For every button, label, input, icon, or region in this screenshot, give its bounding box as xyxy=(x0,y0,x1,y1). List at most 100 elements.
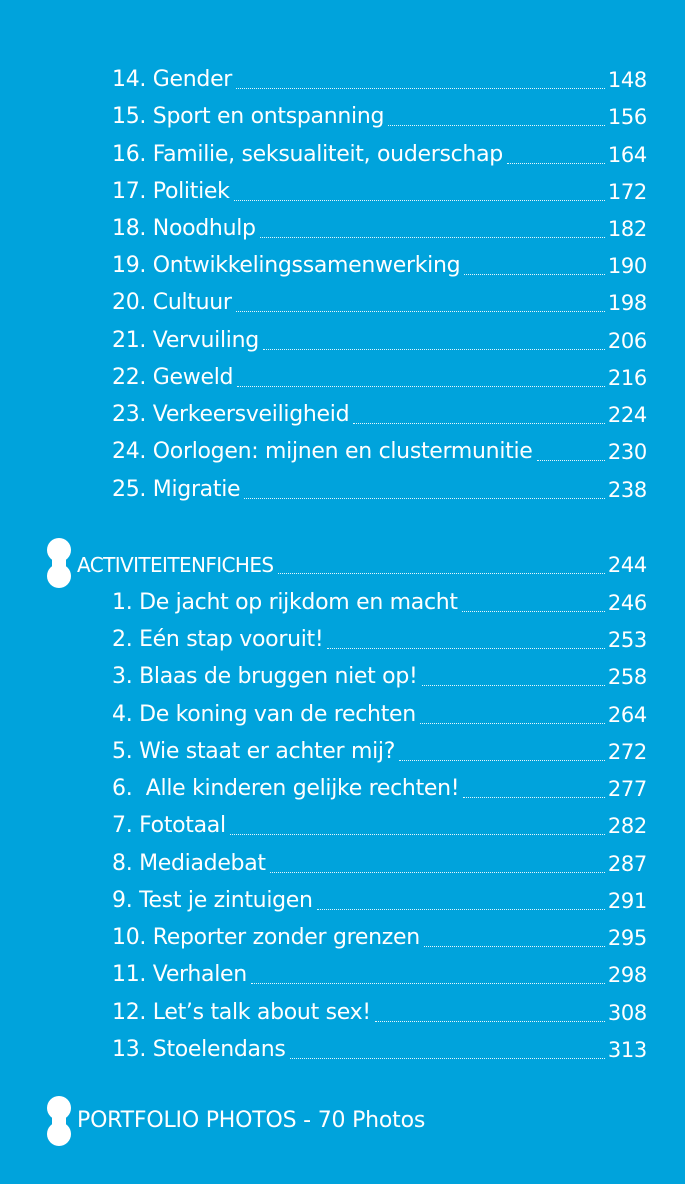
toc-entry-page: 313 xyxy=(607,1038,647,1062)
dot-leader xyxy=(421,685,605,686)
toc-entry-label: 11. Verhalen xyxy=(112,962,247,987)
toc-entry-page: 172 xyxy=(607,180,647,204)
toc-entry[interactable]: 22. Geweld 216 xyxy=(112,360,647,391)
dot-leader xyxy=(374,1021,605,1022)
toc-entry-label: 16. Familie, seksualiteit, ouderschap xyxy=(112,142,503,167)
dot-leader xyxy=(236,88,605,89)
section-heading-label: ACTIVITEITENFICHES xyxy=(77,553,274,577)
dot-leader xyxy=(259,237,605,238)
toc-entry-page: 272 xyxy=(607,740,647,764)
toc-entry-label: 14. Gender xyxy=(112,67,233,92)
toc-entry[interactable]: 12. Let’s talk about sex! 308 xyxy=(112,995,647,1026)
toc-entry[interactable]: 15. Sport en ontspanning 156 xyxy=(112,99,647,130)
toc-entry-label: 17. Politiek xyxy=(112,179,230,204)
toc-entry-page: 253 xyxy=(607,628,647,652)
dot-leader xyxy=(250,983,605,984)
toc-entry-page: 182 xyxy=(607,217,647,241)
toc-entry[interactable]: 11. Verhalen 298 xyxy=(112,957,647,988)
section-heading-page: 244 xyxy=(607,553,647,577)
toc-entry[interactable]: 8. Mediadebat 287 xyxy=(112,846,647,877)
toc-section-activities[interactable]: ACTIVITEITENFICHES 244 xyxy=(77,547,647,577)
dot-leader xyxy=(262,349,605,350)
dot-leader xyxy=(277,573,605,574)
toc-entry[interactable]: 25. Migratie 238 xyxy=(112,472,647,503)
dot-leader xyxy=(289,1058,605,1059)
toc-entry[interactable]: 3. Blaas de bruggen niet op! 258 xyxy=(112,659,647,690)
toc-entry-page: 230 xyxy=(607,440,647,464)
dot-leader xyxy=(233,200,605,201)
toc-entry[interactable]: 2. Eén stap vooruit! 253 xyxy=(112,622,647,653)
toc-entry-page: 224 xyxy=(607,403,647,427)
dot-leader xyxy=(463,797,605,798)
toc-entry-label: 6. Alle kinderen gelijke rechten! xyxy=(112,776,460,801)
toc-entry-label: 5. Wie staat er achter mij? xyxy=(112,739,396,764)
dot-leader xyxy=(419,723,605,724)
toc-entry[interactable]: 10. Reporter zonder grenzen 295 xyxy=(112,920,647,951)
dot-leader xyxy=(464,274,605,275)
toc-entry[interactable]: 24. Oorlogen: mijnen en clustermunitie 2… xyxy=(112,434,647,465)
toc-entry[interactable]: 4. De koning van de rechten 264 xyxy=(112,697,647,728)
dot-leader xyxy=(327,648,605,649)
toc-entry[interactable]: 16. Familie, seksualiteit, ouderschap 16… xyxy=(112,137,647,168)
toc-entry[interactable]: 6. Alle kinderen gelijke rechten! 277 xyxy=(112,771,647,802)
portfolio-heading[interactable]: PORTFOLIO PHOTOS - 70 Photos xyxy=(77,1108,426,1133)
toc-entry-label: 23. Verkeersveiligheid xyxy=(112,402,350,427)
toc-entry[interactable]: 7. Fototaal 282 xyxy=(112,808,647,839)
toc-entry-label: 18. Noodhulp xyxy=(112,216,256,241)
toc-entry-page: 277 xyxy=(607,777,647,801)
toc-entry[interactable]: 13. Stoelendans 313 xyxy=(112,1032,647,1063)
dot-leader xyxy=(506,163,605,164)
toc-entry-page: 148 xyxy=(607,68,647,92)
toc-entry[interactable]: 14. Gender 148 xyxy=(112,62,647,93)
toc-entry-label: 9. Test je zintuigen xyxy=(112,888,313,913)
toc-entry[interactable]: 21. Vervuiling 206 xyxy=(112,323,647,354)
toc-entry[interactable]: 23. Verkeersveiligheid 224 xyxy=(112,397,647,428)
toc-entry-label: 25. Migratie xyxy=(112,477,241,502)
section-bullet-icon xyxy=(47,538,71,588)
toc-entry[interactable]: 19. Ontwikkelingssamenwerking 190 xyxy=(112,248,647,279)
toc-entry-page: 308 xyxy=(607,1001,647,1025)
dot-leader xyxy=(244,498,605,499)
dot-leader xyxy=(461,611,605,612)
toc-entry-label: 21. Vervuiling xyxy=(112,328,259,353)
toc-entry-page: 264 xyxy=(607,703,647,727)
toc-entry-label: 22. Geweld xyxy=(112,365,234,390)
toc-entry[interactable]: 5. Wie staat er achter mij? 272 xyxy=(112,734,647,765)
toc-entry[interactable]: 17. Politiek 172 xyxy=(112,174,647,205)
toc-entry-page: 246 xyxy=(607,591,647,615)
toc-entry[interactable]: 20. Cultuur 198 xyxy=(112,285,647,316)
toc-entry-page: 258 xyxy=(607,665,647,689)
toc-entry-page: 156 xyxy=(607,105,647,129)
toc-entry[interactable]: 18. Noodhulp 182 xyxy=(112,211,647,242)
toc-entry-label: 19. Ontwikkelingssamenwerking xyxy=(112,253,461,278)
toc-entry[interactable]: 1. De jacht op rijkdom en macht 246 xyxy=(112,585,647,616)
dot-leader xyxy=(235,311,605,312)
dot-leader xyxy=(353,423,605,424)
toc-entry[interactable]: 9. Test je zintuigen 291 xyxy=(112,883,647,914)
dot-leader xyxy=(237,386,605,387)
toc-entry-page: 295 xyxy=(607,926,647,950)
toc-entry-label: 7. Fototaal xyxy=(112,813,226,838)
toc-entry-page: 298 xyxy=(607,963,647,987)
toc-entry-page: 238 xyxy=(607,478,647,502)
toc-entry-label: 13. Stoelendans xyxy=(112,1037,286,1062)
dot-leader xyxy=(269,872,605,873)
dot-leader xyxy=(423,946,605,947)
toc-entry-page: 198 xyxy=(607,291,647,315)
section-bullet-icon xyxy=(47,1096,71,1146)
toc-entry-label: 1. De jacht op rijkdom en macht xyxy=(112,590,458,615)
toc-entry-page: 164 xyxy=(607,143,647,167)
toc-entry-label: 8. Mediadebat xyxy=(112,851,266,876)
toc-entry-page: 291 xyxy=(607,889,647,913)
toc-entry-label: 10. Reporter zonder grenzen xyxy=(112,925,420,950)
dot-leader xyxy=(536,460,605,461)
dot-leader xyxy=(399,760,605,761)
toc-entry-page: 190 xyxy=(607,254,647,278)
toc-entry-page: 216 xyxy=(607,366,647,390)
toc-entry-page: 206 xyxy=(607,329,647,353)
toc-entry-label: 2. Eén stap vooruit! xyxy=(112,627,324,652)
dot-leader xyxy=(229,834,605,835)
toc-entry-page: 287 xyxy=(607,852,647,876)
toc-entry-label: 3. Blaas de bruggen niet op! xyxy=(112,664,418,689)
